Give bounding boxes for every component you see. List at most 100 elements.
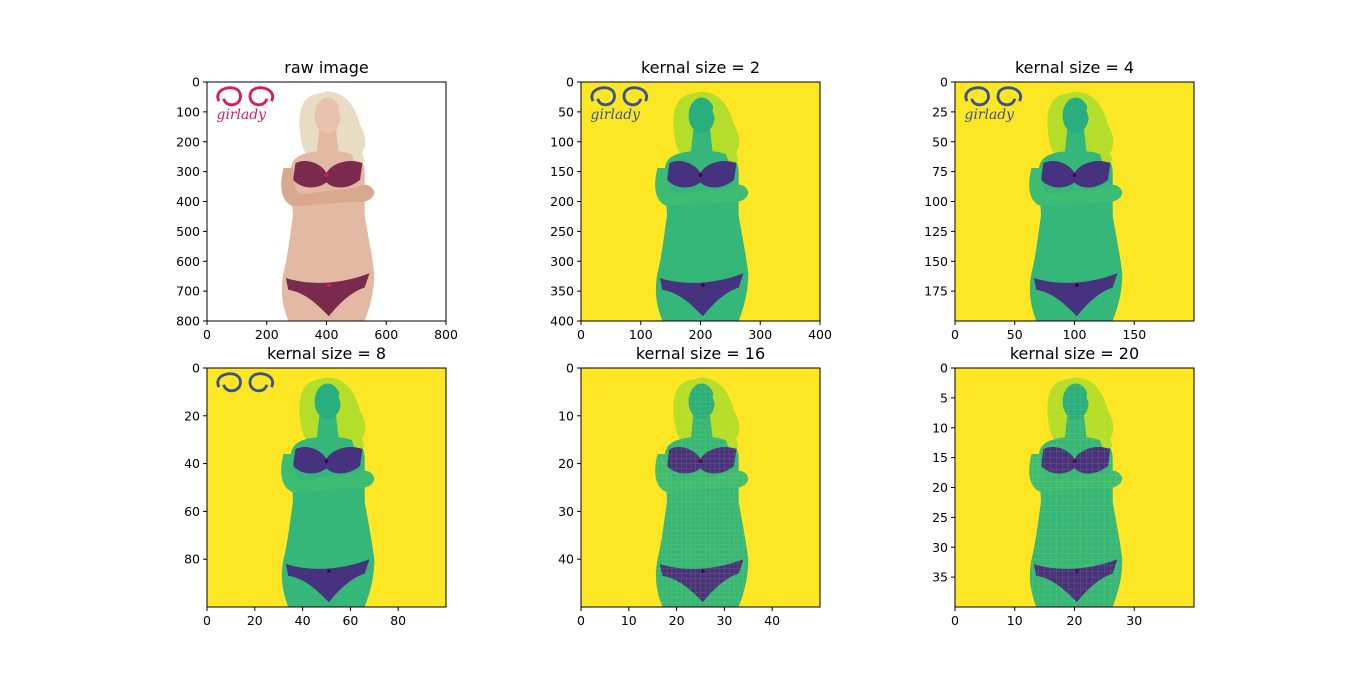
arms-shape bbox=[655, 168, 749, 207]
y-tick-label: 50 bbox=[932, 134, 948, 149]
y-tick-label: 0 bbox=[192, 75, 200, 90]
y-tick-label: 0 bbox=[192, 361, 200, 376]
y-tick-label: 150 bbox=[924, 254, 948, 269]
panties-bow-shape bbox=[326, 569, 331, 574]
logo-right-loop-shape bbox=[996, 86, 1023, 107]
subplot-5: kernal size = 16 0 10 20 30 40 0 10 20 30 40 bbox=[558, 344, 821, 628]
y-tick-label: 30 bbox=[932, 540, 948, 555]
panties-shape bbox=[659, 559, 744, 603]
bra-bow-shape bbox=[1072, 173, 1077, 178]
subplot-title: kernal size = 8 bbox=[267, 344, 386, 363]
x-tick-label: 30 bbox=[1126, 613, 1142, 628]
bra-bow-shape bbox=[698, 173, 703, 178]
y-tick-label: 30 bbox=[558, 504, 574, 519]
x-tick-label: 80 bbox=[390, 613, 406, 628]
x-tick-label: 0 bbox=[951, 327, 959, 342]
hair-strand-shape bbox=[338, 101, 365, 164]
y-tick-label: 15 bbox=[932, 450, 948, 465]
image-area: girlady bbox=[955, 82, 1194, 321]
pixel-grid-overlay bbox=[955, 368, 1194, 607]
bra-bow-shape bbox=[324, 459, 329, 464]
image-area: girlady bbox=[207, 82, 446, 321]
x-tick-label: 0 bbox=[951, 613, 959, 628]
y-tick-label: 25 bbox=[932, 104, 948, 119]
subplot-title: kernal size = 20 bbox=[1010, 344, 1139, 363]
x-tick-label: 200 bbox=[255, 327, 279, 342]
x-tick-label: 40 bbox=[295, 613, 311, 628]
x-tick-label: 20 bbox=[669, 613, 685, 628]
face-shape bbox=[314, 97, 341, 134]
subplot-title: raw image bbox=[284, 58, 368, 77]
x-tick-label: 10 bbox=[621, 613, 637, 628]
x-tick-label: 50 bbox=[1007, 327, 1023, 342]
y-tick-label: 300 bbox=[550, 254, 574, 269]
bra-bow-shape bbox=[1072, 459, 1077, 464]
y-tick-label: 25 bbox=[932, 510, 948, 525]
y-tick-label: 40 bbox=[184, 456, 200, 471]
x-tick-label: 10 bbox=[1007, 613, 1023, 628]
face-shape bbox=[1062, 97, 1089, 134]
panties-bow-shape bbox=[700, 283, 705, 288]
axes-frame bbox=[206, 367, 447, 608]
y-tick-label: 50 bbox=[558, 104, 574, 119]
panties-shape bbox=[1033, 559, 1118, 603]
y-tick-label: 0 bbox=[566, 75, 574, 90]
y-tick-label: 80 bbox=[184, 552, 200, 567]
y-tick-label: 40 bbox=[558, 552, 574, 567]
x-tick-label: 400 bbox=[808, 327, 832, 342]
y-tick-label: 200 bbox=[550, 194, 574, 209]
subplot-title: kernal size = 16 bbox=[636, 344, 765, 363]
x-tick-label: 0 bbox=[577, 327, 585, 342]
hair-strand-shape bbox=[338, 387, 365, 450]
y-tick-label: 100 bbox=[550, 134, 574, 149]
x-tick-label: 100 bbox=[1063, 327, 1087, 342]
panties-bow-shape bbox=[326, 283, 331, 288]
y-tick-label: 175 bbox=[924, 284, 948, 299]
x-tick-label: 600 bbox=[374, 327, 398, 342]
subplot-title: kernal size = 4 bbox=[1015, 58, 1134, 77]
y-tick-label: 400 bbox=[550, 314, 574, 329]
subplot-3: kernal size = 4 girlady 0 50 100 150 0 25 50 75 10… bbox=[924, 58, 1195, 342]
logo-right-loop-shape bbox=[248, 86, 275, 107]
x-tick-label: 800 bbox=[434, 327, 458, 342]
face-shape bbox=[1062, 383, 1089, 420]
panties-bow-shape bbox=[700, 569, 705, 574]
x-tick-label: 100 bbox=[629, 327, 653, 342]
x-tick-label: 300 bbox=[748, 327, 772, 342]
logo-text: girlady bbox=[591, 107, 641, 123]
panties-shape bbox=[659, 273, 744, 317]
image-area bbox=[955, 368, 1194, 607]
x-tick-label: 20 bbox=[247, 613, 263, 628]
y-tick-label: 35 bbox=[932, 570, 948, 585]
y-tick-label: 20 bbox=[184, 408, 200, 423]
x-tick-label: 60 bbox=[342, 613, 358, 628]
face-shape bbox=[688, 383, 715, 420]
y-tick-label: 400 bbox=[176, 194, 200, 209]
x-tick-label: 200 bbox=[689, 327, 713, 342]
y-tick-label: 300 bbox=[176, 164, 200, 179]
image-area bbox=[581, 368, 820, 607]
axes-frame bbox=[580, 367, 821, 608]
hair-strand-shape bbox=[1086, 101, 1113, 164]
arms-shape bbox=[1029, 454, 1123, 493]
y-tick-label: 100 bbox=[176, 104, 200, 119]
y-tick-label: 125 bbox=[924, 224, 948, 239]
y-tick-label: 20 bbox=[932, 480, 948, 495]
bra-bow-shape bbox=[324, 173, 329, 178]
x-tick-label: 0 bbox=[577, 613, 585, 628]
face-shape bbox=[314, 383, 341, 420]
arms-shape bbox=[655, 454, 749, 493]
panties-shape bbox=[285, 559, 370, 603]
y-tick-label: 100 bbox=[924, 194, 948, 209]
y-tick-label: 200 bbox=[176, 134, 200, 149]
y-tick-label: 350 bbox=[550, 284, 574, 299]
x-tick-label: 30 bbox=[716, 613, 732, 628]
logo-left-loop-shape bbox=[216, 86, 242, 107]
y-tick-label: 10 bbox=[558, 408, 574, 423]
y-tick-label: 500 bbox=[176, 224, 200, 239]
subplot-4: kernal size = 8 0 20 40 60 80 0 20 40 60 80 bbox=[184, 344, 447, 628]
x-tick-label: 20 bbox=[1067, 613, 1083, 628]
